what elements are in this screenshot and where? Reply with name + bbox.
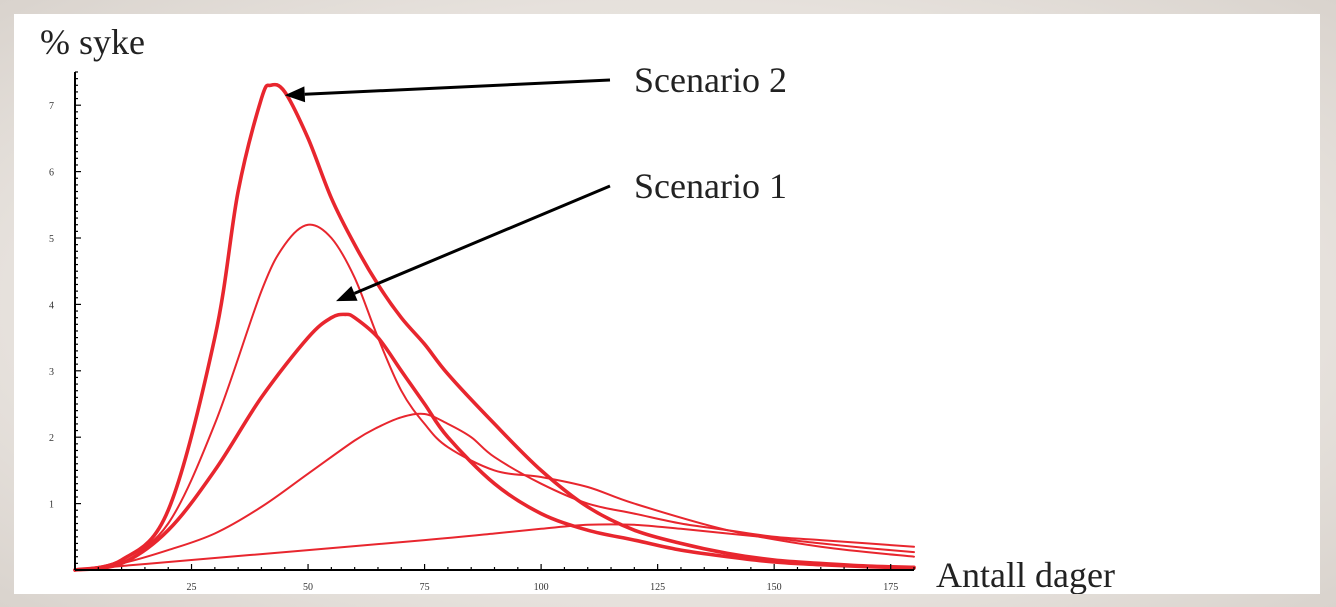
- y-tick-label: 1: [49, 500, 54, 511]
- series-line-2: [74, 223, 915, 571]
- x-tick-label: 25: [187, 582, 197, 593]
- y-tick-label: 7: [49, 101, 54, 112]
- annotation-arrowhead: [336, 285, 358, 302]
- y-axis-label: % syke: [40, 22, 145, 62]
- series-line-5: [74, 523, 915, 571]
- series-line-4: [74, 412, 915, 571]
- y-tick-label: 4: [49, 300, 54, 311]
- annotation-label: Scenario 2: [634, 60, 787, 100]
- x-tick-label: 150: [767, 582, 782, 593]
- y-tick-label: 2: [49, 433, 54, 444]
- line-chart: 1 2 3 4 5 6 7 25 50 75 100 125 150 175 % syke Antall …: [40, 22, 1115, 594]
- x-tick-label: 175: [883, 582, 898, 593]
- series-line-3: [73, 312, 916, 572]
- annotation-arrow-line: [304, 78, 611, 96]
- y-tick-label: 3: [49, 367, 54, 378]
- x-tick-label: 100: [534, 582, 549, 593]
- curves-group: [73, 82, 916, 572]
- axes-group: [74, 72, 914, 571]
- chart-panel: 1 2 3 4 5 6 7 25 50 75 100 125 150 175 % syke Antall …: [14, 14, 1320, 594]
- annotations-group: Scenario 2 Scenario 1: [284, 60, 787, 302]
- x-axis-label: Antall dager: [936, 555, 1115, 594]
- annotation-arrow-line: [353, 184, 611, 295]
- y-tick-label: 5: [49, 234, 54, 245]
- series-line-1: [73, 82, 916, 572]
- annotation-arrowhead: [284, 86, 306, 103]
- x-tick-label: 75: [420, 582, 430, 593]
- x-tick-label: 50: [303, 582, 313, 593]
- y-tick-label: 6: [49, 168, 54, 179]
- x-tick-label: 125: [650, 582, 665, 593]
- ticks-group: 1 2 3 4 5 6 7 25 50 75 100 125 150 175: [49, 71, 915, 593]
- annotation-label: Scenario 1: [634, 166, 787, 206]
